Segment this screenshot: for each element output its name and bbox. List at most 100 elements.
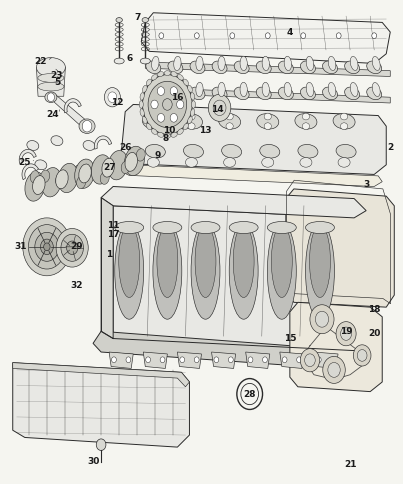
Ellipse shape: [264, 123, 271, 130]
Ellipse shape: [234, 61, 249, 74]
Circle shape: [213, 100, 226, 116]
Circle shape: [104, 88, 120, 107]
Ellipse shape: [174, 82, 181, 97]
Ellipse shape: [256, 61, 271, 74]
Ellipse shape: [190, 61, 205, 74]
Ellipse shape: [157, 225, 178, 298]
Circle shape: [229, 357, 233, 363]
Ellipse shape: [152, 56, 159, 71]
Polygon shape: [22, 164, 38, 180]
Ellipse shape: [79, 119, 95, 134]
Ellipse shape: [196, 56, 203, 71]
Ellipse shape: [121, 161, 130, 174]
Text: 12: 12: [111, 98, 123, 106]
Ellipse shape: [212, 87, 227, 100]
Ellipse shape: [56, 170, 68, 189]
Circle shape: [66, 241, 78, 255]
Text: 7: 7: [134, 13, 140, 22]
Circle shape: [44, 243, 50, 251]
Circle shape: [341, 327, 351, 340]
Text: 30: 30: [87, 457, 99, 466]
Ellipse shape: [218, 82, 225, 97]
Circle shape: [336, 322, 356, 346]
Circle shape: [372, 33, 376, 39]
Circle shape: [214, 357, 219, 363]
Ellipse shape: [262, 158, 274, 167]
Ellipse shape: [278, 61, 293, 74]
Polygon shape: [286, 189, 394, 307]
Circle shape: [297, 357, 301, 363]
Polygon shape: [36, 67, 65, 96]
Ellipse shape: [183, 79, 189, 86]
Polygon shape: [13, 363, 189, 387]
Polygon shape: [121, 105, 386, 174]
Circle shape: [96, 439, 106, 451]
Ellipse shape: [115, 223, 143, 319]
Polygon shape: [145, 88, 390, 103]
Circle shape: [108, 92, 117, 103]
Text: 13: 13: [199, 126, 212, 136]
Ellipse shape: [322, 61, 337, 74]
Ellipse shape: [158, 132, 164, 137]
Ellipse shape: [36, 58, 65, 77]
Ellipse shape: [218, 114, 241, 129]
Polygon shape: [141, 13, 390, 63]
Ellipse shape: [305, 222, 334, 234]
Text: 4: 4: [287, 28, 293, 37]
Text: 31: 31: [15, 242, 27, 251]
Text: 17: 17: [107, 230, 119, 239]
Polygon shape: [93, 331, 362, 370]
Circle shape: [145, 357, 150, 363]
Ellipse shape: [212, 61, 227, 74]
Ellipse shape: [195, 225, 216, 298]
Text: 27: 27: [103, 163, 115, 172]
Circle shape: [301, 33, 305, 39]
Ellipse shape: [114, 58, 124, 64]
Ellipse shape: [164, 71, 170, 76]
Ellipse shape: [146, 61, 161, 74]
Text: 3: 3: [363, 180, 369, 189]
Circle shape: [337, 33, 341, 39]
Circle shape: [230, 33, 235, 39]
Ellipse shape: [233, 225, 254, 298]
Ellipse shape: [229, 223, 258, 319]
Ellipse shape: [147, 158, 159, 167]
Ellipse shape: [305, 223, 334, 319]
Ellipse shape: [142, 17, 148, 22]
Ellipse shape: [188, 113, 195, 120]
Ellipse shape: [168, 61, 183, 74]
Circle shape: [300, 348, 320, 372]
Ellipse shape: [75, 159, 95, 188]
Text: 29: 29: [71, 242, 83, 251]
Ellipse shape: [267, 222, 296, 234]
Ellipse shape: [177, 75, 183, 80]
Circle shape: [310, 305, 334, 333]
Ellipse shape: [300, 158, 312, 167]
Circle shape: [170, 113, 177, 122]
Ellipse shape: [125, 152, 137, 171]
Polygon shape: [145, 62, 390, 76]
Polygon shape: [29, 158, 141, 189]
Text: 2: 2: [387, 143, 393, 152]
Ellipse shape: [302, 113, 310, 120]
Text: 23: 23: [51, 71, 63, 80]
Polygon shape: [314, 352, 338, 368]
Ellipse shape: [188, 123, 195, 130]
Ellipse shape: [240, 56, 247, 71]
Ellipse shape: [271, 225, 292, 298]
Text: 5: 5: [54, 78, 60, 87]
Text: 1: 1: [106, 250, 112, 258]
Ellipse shape: [284, 56, 291, 71]
Text: 15: 15: [284, 334, 296, 343]
Circle shape: [316, 357, 321, 363]
Circle shape: [265, 33, 270, 39]
Ellipse shape: [83, 140, 95, 151]
Ellipse shape: [218, 56, 225, 71]
Ellipse shape: [372, 57, 380, 70]
Polygon shape: [19, 150, 36, 164]
Circle shape: [112, 357, 116, 363]
Text: 8: 8: [162, 134, 168, 143]
Circle shape: [126, 357, 131, 363]
Ellipse shape: [51, 136, 63, 146]
Text: 25: 25: [19, 158, 31, 167]
